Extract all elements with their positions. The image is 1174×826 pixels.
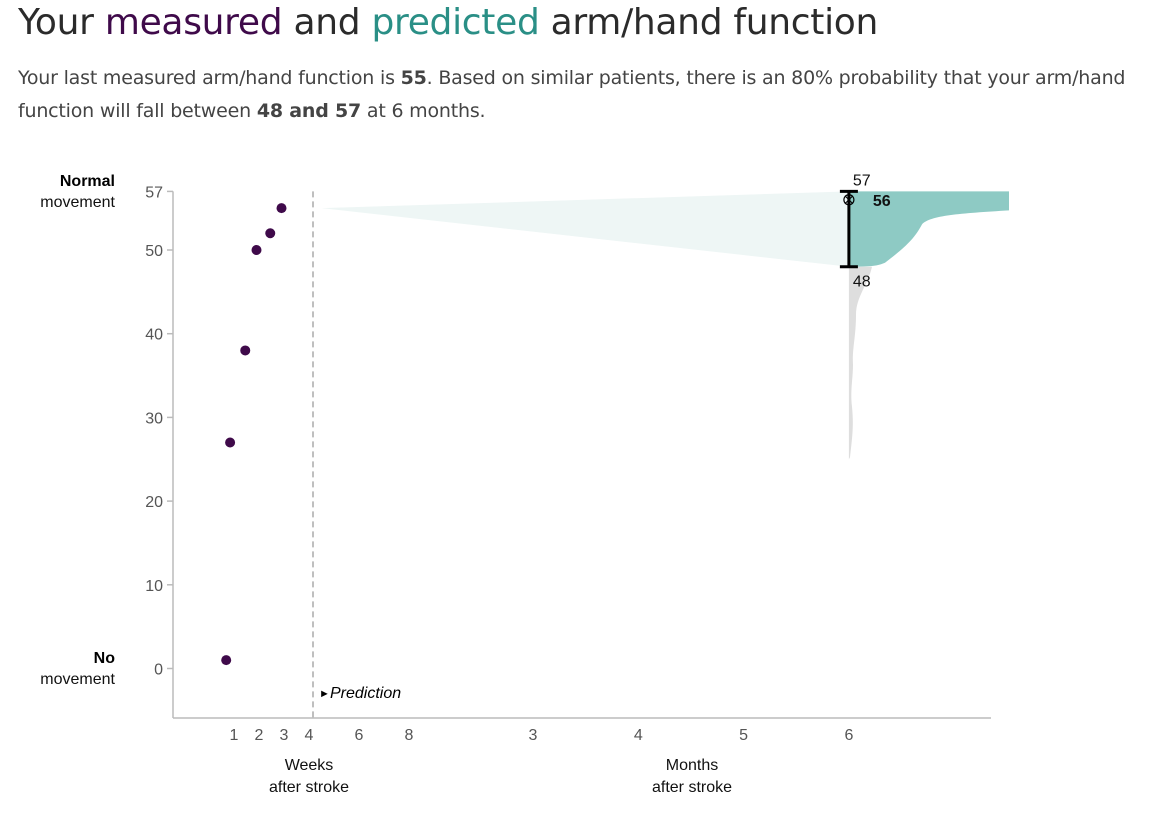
- prediction-tail-density: [848, 266, 872, 460]
- y-tick-label: 30: [145, 410, 163, 427]
- upper-value-label: 57: [853, 172, 871, 189]
- summary-text: Your last measured arm/hand function is …: [18, 62, 1168, 128]
- title-rest: arm/hand function: [550, 2, 879, 43]
- measured-point: [240, 345, 251, 356]
- y-tick-label: 0: [154, 662, 163, 679]
- y-top-label: movement: [40, 194, 115, 211]
- x-week-tick-label: 4: [305, 727, 314, 744]
- lower-value-label: 48: [853, 274, 871, 291]
- measured-point: [251, 245, 262, 255]
- summary-last-value: 55: [400, 67, 427, 89]
- x-months-label-line2: after stroke: [652, 779, 732, 796]
- measured-point: [276, 203, 287, 214]
- x-month-tick-label: 3: [529, 727, 538, 744]
- measured-point: [221, 655, 232, 666]
- y-tick-label: 40: [145, 327, 163, 344]
- y-bottom-label-bold: No: [94, 650, 116, 667]
- prediction-interval-density: [848, 191, 1009, 267]
- measured-point: [225, 437, 236, 448]
- x-month-tick-label: 5: [739, 727, 748, 744]
- title-predicted: predicted: [371, 2, 540, 43]
- y-top-label-bold: Normal: [60, 173, 115, 190]
- y-tick-label: 10: [145, 578, 163, 595]
- x-week-tick-label: 8: [405, 727, 414, 744]
- title-measured: measured: [104, 2, 283, 43]
- median-cross: [844, 195, 854, 205]
- prediction-arrow-icon: ►: [319, 688, 330, 700]
- median-value-label: 56: [873, 193, 891, 210]
- x-week-tick-label: 1: [230, 727, 239, 744]
- summary-part-1: Your last measured arm/hand function is: [18, 67, 395, 89]
- prediction-wedge: [321, 191, 849, 267]
- x-months-label-line1: Months: [666, 757, 718, 774]
- y-tick-label: 57: [145, 184, 163, 201]
- axes-layer: [172, 191, 991, 719]
- y-tick-label: 50: [145, 243, 163, 260]
- x-month-tick-label: 4: [634, 727, 643, 744]
- prediction-label: Prediction: [330, 685, 401, 702]
- x-weeks-label-line1: Weeks: [285, 757, 334, 774]
- measured-points-layer: [221, 203, 287, 666]
- x-week-tick-label: 3: [280, 727, 289, 744]
- summary-part-3: at 6 months.: [366, 100, 486, 122]
- y-tick-label: 20: [145, 494, 163, 511]
- y-ticks: 0 10 20 30 40 50 57: [145, 184, 173, 679]
- page-title: Your measured and predicted arm/hand fun…: [18, 2, 878, 43]
- x-month-tick-label: 6: [844, 727, 853, 744]
- summary-part-2: . Based on similar patients, there is an…: [18, 67, 1126, 122]
- measured-point: [265, 228, 276, 239]
- x-weeks-label-line2: after stroke: [269, 779, 349, 796]
- summary-range: 48 and 57: [256, 100, 362, 122]
- prediction-distribution-layer: [848, 191, 1009, 460]
- title-word-and: and: [293, 2, 361, 43]
- y-bottom-label: movement: [40, 671, 115, 688]
- title-word-your: Your: [18, 2, 94, 43]
- median-marker: [843, 194, 855, 206]
- prediction-wedge-layer: [321, 191, 849, 267]
- x-week-tick-label: 6: [355, 727, 364, 744]
- x-week-tick-label: 2: [255, 727, 264, 744]
